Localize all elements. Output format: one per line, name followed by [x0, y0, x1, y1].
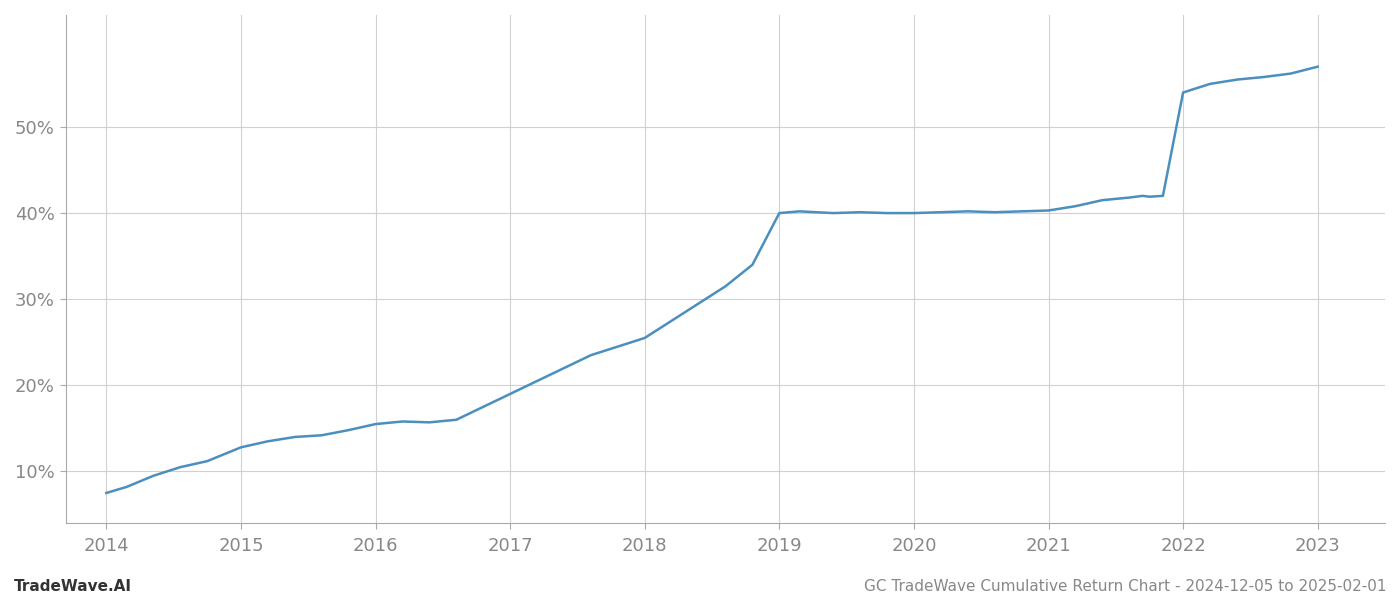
- Text: TradeWave.AI: TradeWave.AI: [14, 579, 132, 594]
- Text: GC TradeWave Cumulative Return Chart - 2024-12-05 to 2025-02-01: GC TradeWave Cumulative Return Chart - 2…: [864, 579, 1386, 594]
